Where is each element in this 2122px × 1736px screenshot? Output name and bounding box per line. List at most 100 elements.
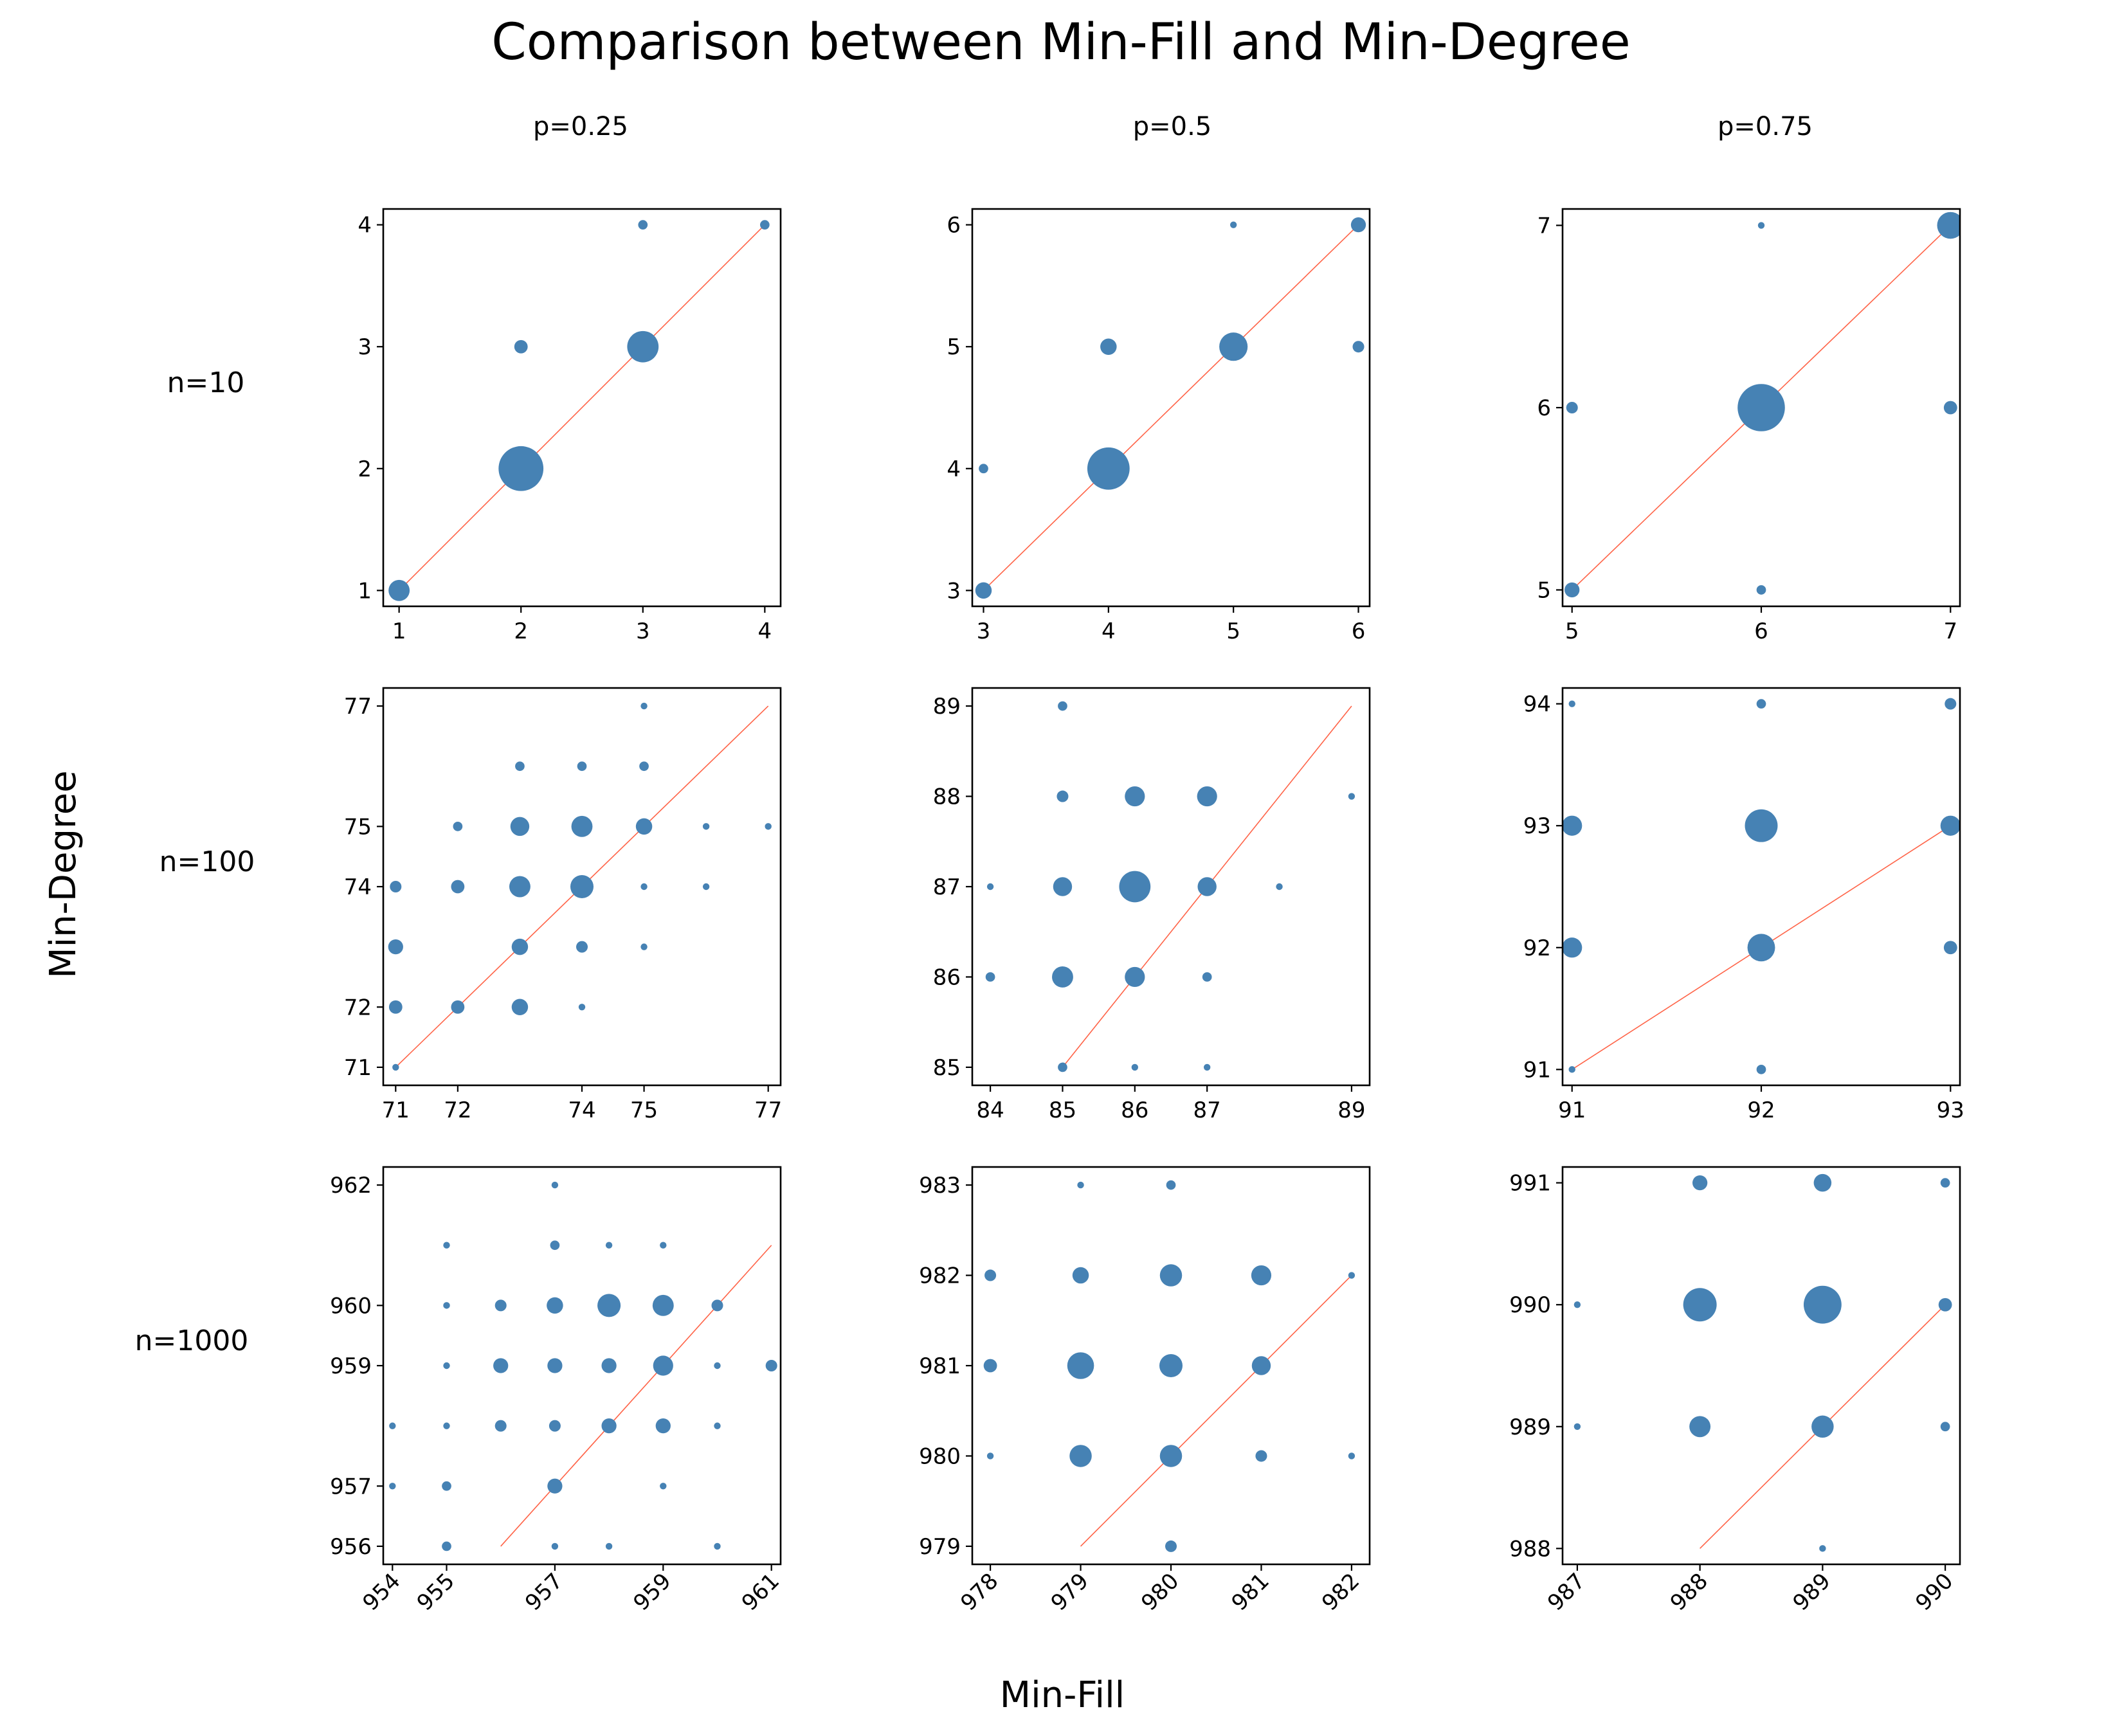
data-point: [1692, 1175, 1708, 1191]
y-tick-label: 3: [358, 334, 372, 360]
y-tick-label: 5: [947, 334, 961, 360]
subplot-n10-p05: 3 4 5 6 3 4 5 6: [947, 208, 1371, 644]
data-point: [1756, 585, 1766, 595]
data-point: [605, 1242, 613, 1249]
data-point: [494, 1299, 507, 1312]
y-tick-label: 981: [919, 1353, 961, 1379]
data-point: [627, 330, 659, 363]
data-point: [388, 1000, 403, 1014]
data-point: [1350, 217, 1366, 233]
data-point: [640, 702, 648, 710]
y-tick-label: 89: [933, 694, 961, 719]
data-point: [1197, 786, 1217, 807]
data-point: [655, 1418, 671, 1434]
data-point: [1251, 1356, 1271, 1375]
data-point: [1943, 401, 1957, 415]
data-point: [570, 874, 594, 899]
data-point: [1940, 1422, 1950, 1432]
x-tick-label: 955: [412, 1568, 460, 1616]
diagonal-line: [500, 1245, 772, 1547]
y-tick-label: 87: [933, 874, 961, 900]
data-point: [1568, 1066, 1575, 1073]
data-point: [639, 761, 649, 772]
data-point: [640, 943, 648, 950]
y-tick-label: 74: [344, 874, 372, 900]
x-tick-label: 3: [636, 619, 650, 644]
x-tick-label: 1: [392, 619, 406, 644]
column-title-p05: p=0.5: [1133, 112, 1212, 141]
x-tick-label: 959: [628, 1568, 676, 1616]
x-axis-label: Min-Fill: [1000, 1674, 1125, 1716]
point-group: [985, 701, 1356, 1072]
x-tick-label: 2: [514, 619, 528, 644]
y-tick-label: 77: [344, 694, 372, 719]
data-point: [714, 1362, 721, 1370]
data-point: [390, 880, 402, 893]
data-point: [1683, 1288, 1717, 1322]
data-point: [511, 938, 529, 955]
data-point: [1056, 790, 1069, 802]
y-tick-label: 962: [330, 1173, 372, 1198]
point-group: [1564, 212, 1960, 598]
x-tick-label: 982: [1317, 1568, 1365, 1616]
data-point: [983, 1359, 997, 1373]
x-tick-label: 6: [1754, 619, 1768, 644]
x-tick-label: 979: [1046, 1568, 1094, 1616]
data-point: [711, 1299, 723, 1312]
x-tick-label: 72: [444, 1098, 471, 1123]
data-point: [1072, 1267, 1089, 1284]
data-point: [443, 1242, 450, 1249]
data-point: [1945, 698, 1957, 710]
data-point: [1125, 966, 1145, 988]
subplot-n100-p025: 71 72 74 75 77 71 72 74 75 77: [344, 687, 782, 1123]
x-tick-label: 989: [1788, 1568, 1836, 1616]
x-tick-label: 980: [1136, 1568, 1184, 1616]
data-point: [1125, 786, 1145, 807]
y-tick-label: 94: [1523, 692, 1551, 718]
data-point: [1058, 1062, 1067, 1072]
data-point: [984, 1269, 997, 1281]
point-group: [389, 1181, 777, 1551]
row-title-n10: n=10: [167, 366, 245, 399]
data-point: [389, 1483, 396, 1490]
y-tick-label: 991: [1509, 1171, 1551, 1197]
data-point: [1737, 384, 1785, 431]
data-point: [514, 339, 528, 354]
y-tick-label: 960: [330, 1293, 372, 1319]
data-point: [1943, 941, 1957, 955]
data-point: [1052, 966, 1073, 988]
x-tick-label: 84: [976, 1098, 1004, 1123]
x-tick-label: 954: [358, 1568, 405, 1616]
data-point: [986, 883, 994, 891]
y-tick-label: 6: [1537, 395, 1551, 421]
x-tick-label: 86: [1121, 1098, 1148, 1123]
y-tick-label: 3: [947, 578, 961, 604]
data-point: [550, 1240, 560, 1251]
data-point: [1159, 1445, 1183, 1467]
y-tick-label: 980: [919, 1443, 961, 1469]
data-point: [605, 1542, 613, 1550]
subplot-n1000-p075: 987 988 989 990 988 989 990 991: [1509, 1166, 1961, 1616]
diagonal-line: [983, 224, 1359, 591]
data-point: [1348, 793, 1356, 800]
data-point: [1757, 222, 1765, 229]
data-point: [1756, 1065, 1766, 1074]
data-point: [760, 220, 770, 230]
data-point: [1564, 582, 1580, 598]
data-point: [1811, 1415, 1834, 1438]
y-tick-label: 85: [933, 1055, 961, 1081]
column-title-p025: p=0.25: [533, 112, 628, 141]
column-title-p075: p=0.75: [1718, 112, 1813, 141]
data-point: [1568, 700, 1575, 707]
data-point: [451, 880, 465, 894]
data-point: [510, 817, 530, 836]
point-group: [388, 702, 772, 1071]
y-tick-label: 982: [919, 1263, 961, 1289]
subplot-n10-p075: 5 6 7 5 6 7: [1537, 208, 1961, 644]
subplot-n100-p075: 91 92 93 91 92 93 94: [1523, 687, 1964, 1123]
data-point: [451, 1000, 465, 1014]
x-tick-label: 981: [1227, 1568, 1274, 1616]
y-tick-label: 72: [344, 995, 372, 1020]
diagonal-line: [399, 224, 765, 591]
